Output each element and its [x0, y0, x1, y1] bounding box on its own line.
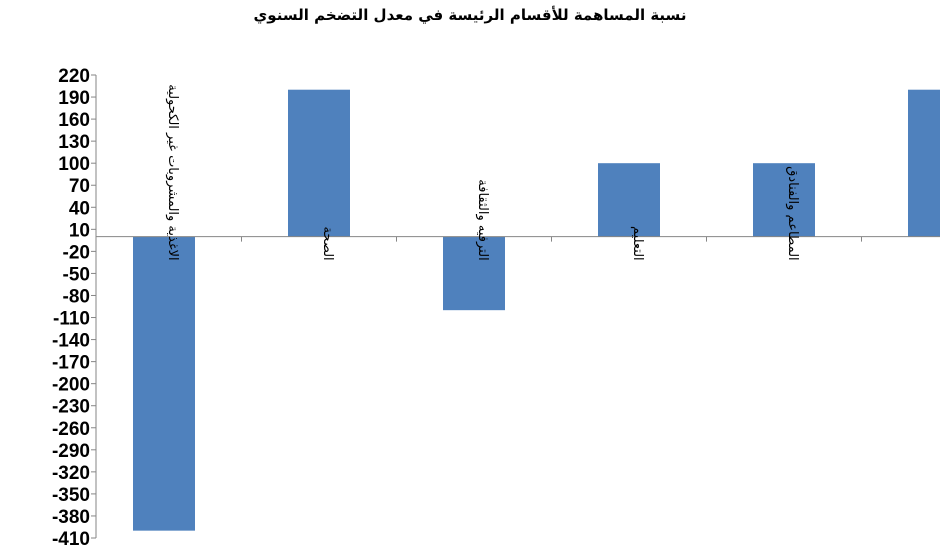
y-tick-label: -380 [52, 507, 90, 528]
y-tick-label: -410 [52, 529, 90, 548]
category-label: التعليم [630, 226, 645, 261]
y-tick-label: 130 [58, 132, 90, 153]
y-tick-label: 100 [58, 154, 90, 175]
bar [443, 236, 505, 311]
y-tick-label: -350 [52, 485, 90, 506]
y-tick-label: 10 [69, 220, 90, 241]
y-tick-label: -110 [53, 309, 90, 330]
category-label: الترفيه والثقافة [475, 179, 490, 260]
category-label: الصحة [320, 226, 335, 260]
category-label: المطاعم والفنادق [785, 166, 800, 260]
y-tick-label: 190 [58, 88, 90, 109]
category-labels: الاغذية والمشروبات غير الكحولية الصحة التر… [165, 84, 800, 261]
bars [133, 89, 940, 531]
y-tick-label: -200 [52, 375, 90, 396]
y-tick-label: -140 [52, 331, 90, 352]
y-tick-label: -230 [52, 397, 90, 418]
y-tick-label: -50 [63, 264, 90, 285]
x-axis [96, 236, 940, 242]
y-axis: 220190160130100704010-20-50-80-110-140-1… [52, 66, 97, 548]
y-tick-label: -260 [52, 419, 90, 440]
y-tick-label: -320 [52, 463, 90, 484]
y-tick-label: 70 [69, 176, 90, 197]
y-tick-label: -80 [63, 286, 90, 307]
bar [133, 236, 195, 531]
category-label: الاغذية والمشروبات غير الكحولية [165, 84, 180, 260]
bar [753, 163, 815, 237]
y-tick-label: 40 [69, 198, 90, 219]
y-tick-label: 160 [58, 110, 90, 131]
y-tick-label: -20 [63, 242, 90, 263]
bar [908, 89, 940, 237]
y-tick-label: -170 [52, 353, 90, 374]
chart-title: نسبة المساهمة للأقسام الرئيسة في معدل ال… [253, 6, 687, 24]
bar [598, 163, 660, 237]
y-tick-label: 220 [58, 66, 90, 87]
y-tick-label: -290 [52, 441, 90, 462]
bar [288, 89, 350, 237]
